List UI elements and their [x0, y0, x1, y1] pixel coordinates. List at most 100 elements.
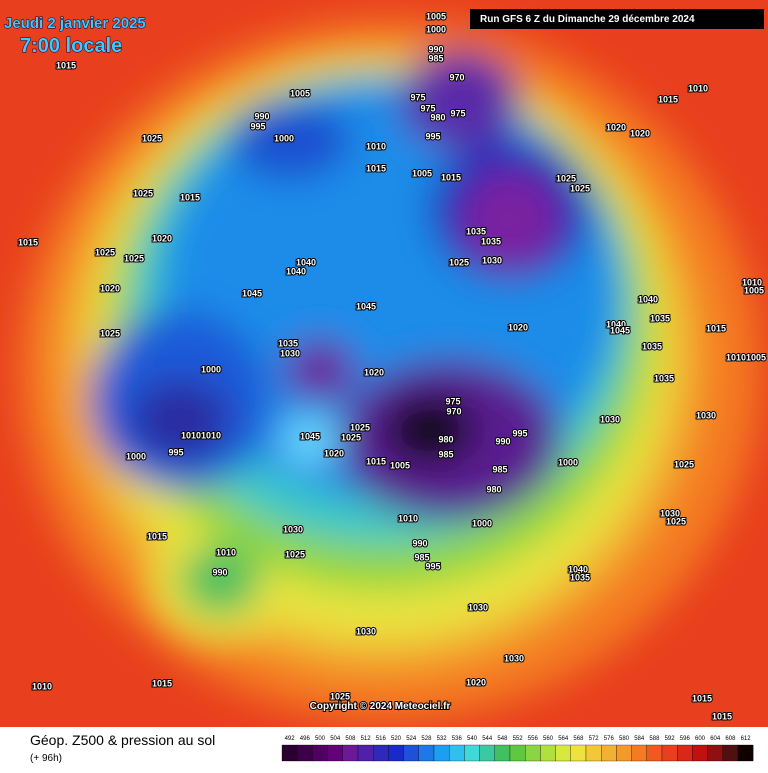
isobar-label: 1025 — [556, 173, 576, 183]
isobar-label: 1015 — [366, 163, 386, 173]
isobar-label: 1015 — [180, 192, 200, 202]
copyright: Copyright © 2024 Meteociel.fr — [310, 701, 451, 712]
isobar-label: 1030 — [696, 410, 716, 420]
scale-label: 552 — [513, 736, 524, 742]
isobar-label: 1035 — [654, 373, 674, 383]
isobar-label: 990 — [212, 567, 227, 577]
isobar-label: 975 — [445, 396, 460, 406]
isobar-label: 1025 — [341, 432, 361, 442]
scale-label: 520 — [391, 736, 402, 742]
scale-label: 608 — [725, 736, 736, 742]
scale-label: 540 — [467, 736, 478, 742]
isobar-label: 1035 — [466, 226, 486, 236]
scale-label: 504 — [330, 736, 341, 742]
isobar-label: 1015 — [692, 693, 712, 703]
scale-label: 604 — [710, 736, 721, 742]
isobar-label: 1020 — [364, 367, 384, 377]
scale-swatch — [312, 744, 328, 762]
isobar-label: 1025 — [570, 183, 590, 193]
scale-swatch — [418, 744, 435, 762]
isobar-label: 1015 — [658, 94, 678, 104]
scale-swatch — [464, 744, 480, 762]
isobar-label: 990 — [254, 111, 269, 121]
scale-swatch — [707, 744, 723, 762]
scale-label: 496 — [300, 736, 311, 742]
local-time: 7:00 locale — [20, 35, 122, 57]
isobar-label: 1025 — [95, 247, 115, 257]
isobar-label: 1005 — [426, 11, 446, 21]
isobar-label: 1000 — [558, 457, 578, 467]
scale-swatch — [403, 744, 419, 762]
scale-label: 556 — [528, 736, 539, 742]
isobar-label: 1005 — [412, 168, 432, 178]
scale-swatch — [540, 744, 556, 762]
scale-swatch — [661, 744, 678, 762]
isobar-label: 1030 — [283, 524, 303, 534]
scale-swatch — [433, 744, 450, 762]
isobar-label: 1005 — [746, 352, 766, 362]
date-title: Jeudi 2 janvier 2025 — [4, 15, 146, 32]
isobar-label: 1000 — [274, 133, 294, 143]
isobar-label: 975 — [420, 103, 435, 113]
isobar-label: 1020 — [606, 122, 626, 132]
scale-swatch — [357, 744, 374, 762]
isobar-label: 1035 — [650, 313, 670, 323]
isobar-label: 1010 — [201, 430, 221, 440]
isobar-label: 995 — [512, 428, 527, 438]
isobar-label: 1000 — [126, 451, 146, 461]
scale-swatch — [677, 744, 693, 762]
isobar-label: 1010 — [726, 352, 746, 362]
scale-swatch — [297, 744, 313, 762]
isobar-label: 1040 — [568, 564, 588, 574]
scale-swatch — [373, 744, 389, 762]
lead-time: (+ 96h) — [30, 753, 62, 764]
scale-label: 588 — [649, 736, 660, 742]
scale-label: 576 — [604, 736, 615, 742]
scale-label: 548 — [497, 736, 508, 742]
isobar-label: 1045 — [300, 431, 320, 441]
isobar-label: 1030 — [660, 508, 680, 518]
scale-label: 560 — [543, 736, 554, 742]
scale-swatch — [601, 744, 617, 762]
scale-label: 512 — [361, 736, 372, 742]
isobar-label: 1025 — [133, 188, 153, 198]
isobar-label: 1030 — [504, 653, 524, 663]
isobar-label: 1010 — [742, 277, 762, 287]
isobar-label: 1030 — [468, 602, 488, 612]
isobar-label: 1045 — [242, 288, 262, 298]
isobar-label: 1010 — [688, 83, 708, 93]
scale-swatch — [281, 744, 298, 762]
isobar-label: 1015 — [441, 172, 461, 182]
isobar-label: 1020 — [630, 128, 650, 138]
isobar-label: 995 — [168, 447, 183, 457]
scale-swatch — [585, 744, 602, 762]
isobar-label: 1025 — [100, 328, 120, 338]
isobar-label: 1035 — [642, 341, 662, 351]
scale-swatch — [479, 744, 495, 762]
scale-label: 564 — [558, 736, 569, 742]
scale-swatch — [327, 744, 343, 762]
isobar-label: 1015 — [147, 531, 167, 541]
scale-swatch — [570, 744, 587, 762]
scale-swatch — [646, 744, 663, 762]
isobar-label: 1020 — [508, 322, 528, 332]
isobar-label: 985 — [492, 464, 507, 474]
isobar-label: 1035 — [481, 236, 501, 246]
isobar-label: 1010 — [398, 513, 418, 523]
isobar-label: 970 — [449, 72, 464, 82]
isobar-label: 1010 — [366, 141, 386, 151]
isobar-label: 1025 — [285, 549, 305, 559]
isobar-label: 1015 — [18, 237, 38, 247]
isobar-label: 1020 — [152, 233, 172, 243]
isobar-label: 1020 — [466, 677, 486, 687]
isobar-label: 1025 — [449, 257, 469, 267]
isobar-label: 995 — [250, 121, 265, 131]
isobar-label: 1040 — [286, 266, 306, 276]
isobar-label: 1025 — [674, 459, 694, 469]
run-box — [470, 9, 764, 29]
isobar-label: 975 — [450, 108, 465, 118]
isobar-label: 1020 — [100, 283, 120, 293]
scale-label: 536 — [452, 736, 463, 742]
isobar-label: 1030 — [482, 255, 502, 265]
